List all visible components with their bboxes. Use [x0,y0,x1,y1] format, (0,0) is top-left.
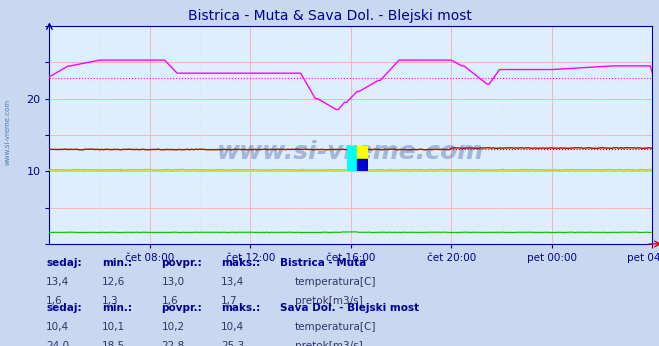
Text: 25,3: 25,3 [221,341,244,346]
Bar [347,146,357,171]
Text: sedaj:: sedaj: [46,258,82,268]
Text: 1,6: 1,6 [46,296,63,306]
Text: 1,7: 1,7 [221,296,237,306]
Text: Bistrica - Muta & Sava Dol. - Blejski most: Bistrica - Muta & Sava Dol. - Blejski mo… [188,9,471,22]
Text: 10,1: 10,1 [102,322,125,332]
Text: 10,2: 10,2 [161,322,185,332]
Text: 22,8: 22,8 [161,341,185,346]
Text: 1,3: 1,3 [102,296,119,306]
Text: maks.:: maks.: [221,258,260,268]
Text: 13,0: 13,0 [161,277,185,287]
Text: 24,0: 24,0 [46,341,69,346]
Text: pretok[m3/s]: pretok[m3/s] [295,341,362,346]
Text: www.si-vreme.com: www.si-vreme.com [5,98,11,165]
Text: temperatura[C]: temperatura[C] [295,322,376,332]
Text: min.:: min.: [102,258,132,268]
Text: 13,4: 13,4 [221,277,244,287]
Text: 1,6: 1,6 [161,296,178,306]
Text: www.si-vreme.com: www.si-vreme.com [217,140,484,164]
Text: 18,5: 18,5 [102,341,125,346]
Text: Sava Dol. - Blejski most: Sava Dol. - Blejski most [280,303,419,313]
Bar [357,158,368,171]
Text: povpr.:: povpr.: [161,303,202,313]
Text: 10,4: 10,4 [46,322,69,332]
Text: pretok[m3/s]: pretok[m3/s] [295,296,362,306]
Text: povpr.:: povpr.: [161,258,202,268]
Text: 10,4: 10,4 [221,322,244,332]
Text: min.:: min.: [102,303,132,313]
Text: temperatura[C]: temperatura[C] [295,277,376,287]
Bar [357,146,368,158]
Text: maks.:: maks.: [221,303,260,313]
Text: 12,6: 12,6 [102,277,125,287]
Text: Bistrica - Muta: Bistrica - Muta [280,258,366,268]
Text: sedaj:: sedaj: [46,303,82,313]
Text: 13,4: 13,4 [46,277,69,287]
